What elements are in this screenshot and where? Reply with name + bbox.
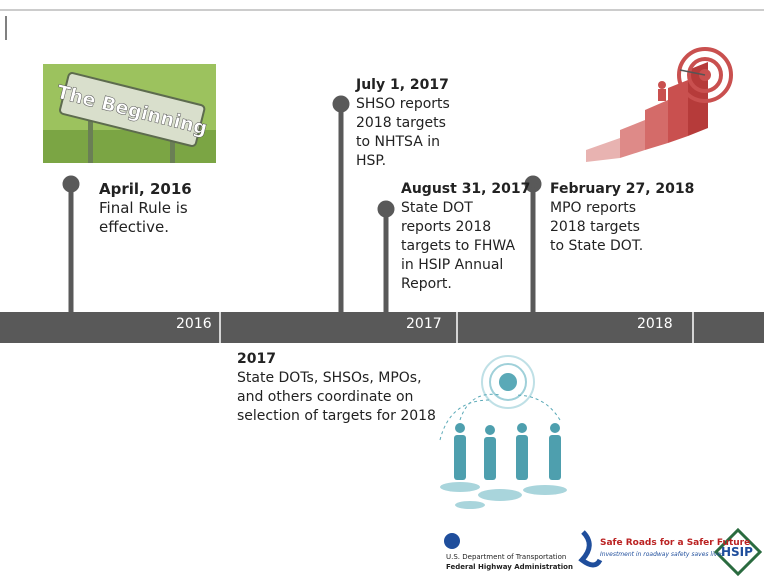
year-label: 2016: [176, 316, 212, 332]
event-text: Report.: [401, 276, 452, 292]
safe-roads-logo: Safe Roads for a Safer Future Investment…: [600, 538, 750, 560]
event-text: Final Rule is: [99, 199, 188, 217]
event-text: 2018 targets: [550, 219, 640, 235]
stairs-image: [586, 47, 733, 162]
event: February 27, 2018 MPO reports 2018 targets…: [550, 180, 694, 256]
event-date: February 27, 2018: [550, 181, 695, 197]
event-text: targets to FHWA: [401, 238, 516, 254]
safe-roads-tagline: Investment in roadway safety saves lives: [600, 551, 725, 558]
dot-logo: U.S. Department of Transportation Federa…: [446, 552, 573, 572]
dot-line1: U.S. Department of Transportation: [446, 553, 567, 561]
dot-line2: Federal Highway Administration: [446, 563, 573, 571]
event-date: July 1, 2017: [356, 77, 449, 93]
coordination: 2017 State DOTs, SHSOs, MPOs, and others c…: [237, 350, 436, 426]
year-label: 2018: [637, 316, 673, 332]
pins: [62, 95, 542, 312]
event-date: April, 2016: [99, 180, 192, 198]
event-text: selection of targets for 2018: [237, 408, 436, 424]
event-date: August 31, 2017: [401, 181, 531, 197]
event-text: State DOTs, SHSOs, MPOs,: [237, 370, 422, 386]
event-text: in HSIP Annual: [401, 257, 504, 273]
year-label: 2017: [406, 316, 442, 332]
event-text: MPO reports: [550, 200, 637, 216]
event-text: HSP.: [356, 153, 387, 169]
event-text: effective.: [99, 218, 169, 236]
event: July 1, 2017 SHSO reports 2018 targets to N…: [356, 76, 450, 171]
event-date: 2017: [237, 351, 276, 367]
event-text: to State DOT.: [550, 238, 644, 254]
event-text: and others coordinate on: [237, 389, 414, 405]
event-text: 2018 targets: [356, 115, 446, 131]
event-text: reports 2018: [401, 219, 492, 235]
event-text: to NHTSA in: [356, 134, 440, 150]
hsip-logo: HSIP: [721, 545, 753, 559]
timeline-bar: [0, 312, 764, 343]
event-text: State DOT: [401, 200, 473, 216]
event-text: SHSO reports: [356, 96, 450, 112]
event: April, 2016 Final Rule is effective.: [99, 180, 192, 237]
safe-roads: Safe Roads for a Safer Future: [600, 538, 751, 548]
people-image: [439, 355, 567, 509]
event: August 31, 2017 State DOT reports 2018 targ…: [401, 180, 530, 294]
